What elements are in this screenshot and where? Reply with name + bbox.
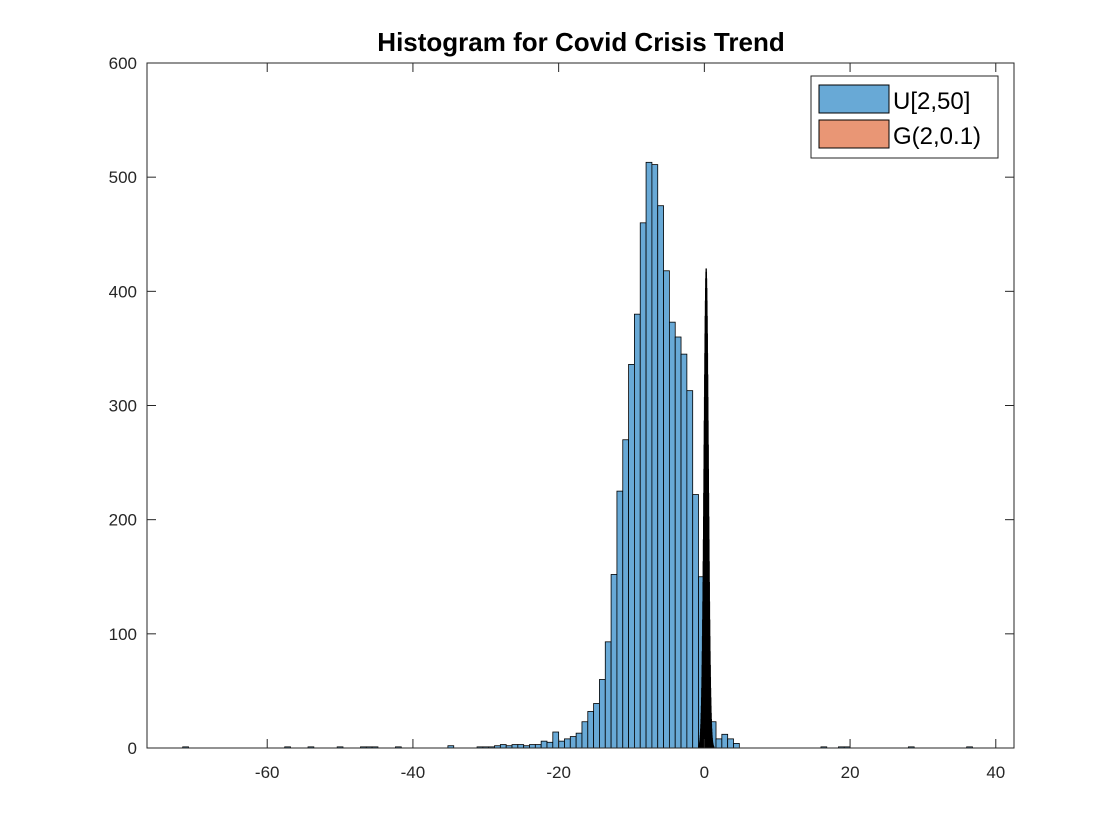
histogram-bar-u [569, 736, 577, 749]
histogram-bar-u [610, 574, 618, 749]
legend-label: G(2,0.1) [893, 123, 981, 150]
histogram-bar-u [733, 743, 740, 749]
histogram-bar-u [680, 353, 688, 749]
y-tick-label: 200 [109, 511, 137, 530]
histogram-bar-u [674, 336, 682, 749]
x-tick-label: -20 [546, 763, 571, 782]
histogram-bar-u [552, 731, 560, 749]
histogram-bar-u [651, 164, 659, 749]
histogram-bar-u [721, 733, 729, 749]
histogram-bar-u [540, 740, 548, 749]
histogram-bar-u [564, 738, 571, 749]
histogram-bar-u [604, 641, 612, 749]
y-tick-label: 0 [128, 739, 137, 758]
x-tick-label: 0 [700, 763, 709, 782]
histogram-bar-u [727, 738, 734, 749]
histogram-bar-u [657, 205, 664, 749]
legend-swatch [818, 119, 890, 149]
legend-swatch [818, 84, 890, 114]
x-tick-label: 40 [986, 763, 1005, 782]
x-tick-label: -40 [401, 763, 426, 782]
y-tick-label: 400 [109, 282, 137, 301]
histogram-bar-u [587, 711, 595, 749]
histogram-bar-u [668, 321, 676, 749]
histogram-bar-u [529, 744, 536, 749]
histogram-bar-u [511, 744, 519, 749]
histogram-bar-u [517, 744, 525, 749]
histogram-bar-u [546, 741, 554, 749]
histogram-bar-u [599, 679, 606, 749]
y-tick-label: 300 [109, 397, 137, 416]
x-tick-label: 20 [841, 763, 860, 782]
histogram-bar-u [628, 363, 635, 749]
plot-area: -60 -40 -20 0 20 400100200300400500600U[2,50]… [109, 54, 1015, 782]
chart-title: Histogram for Covid Crisis Trend [377, 27, 784, 57]
histogram-bar-u [692, 494, 699, 749]
histogram-bar-u [663, 270, 670, 749]
histogram-bar-u [645, 161, 653, 749]
histogram-bar-u [634, 313, 641, 749]
histogram-bar-u [686, 390, 694, 749]
histogram-bar-u [622, 439, 629, 749]
x-tick-label: -60 [255, 763, 280, 782]
histogram-bar-u [581, 721, 589, 749]
histogram-bar-u [715, 738, 723, 749]
histogram-bar-u [593, 703, 600, 749]
legend-label: U[2,50] [893, 88, 970, 115]
histogram-bar-u [534, 744, 542, 749]
y-tick-label: 500 [109, 168, 137, 187]
histogram-bar-u [575, 732, 583, 749]
histogram-bar-u [616, 490, 624, 749]
histogram-bar-u [558, 740, 565, 749]
y-tick-label: 100 [109, 625, 137, 644]
histogram-bar-u [639, 222, 647, 749]
histogram-bar-u [499, 744, 507, 749]
y-tick-label: 600 [109, 54, 137, 73]
